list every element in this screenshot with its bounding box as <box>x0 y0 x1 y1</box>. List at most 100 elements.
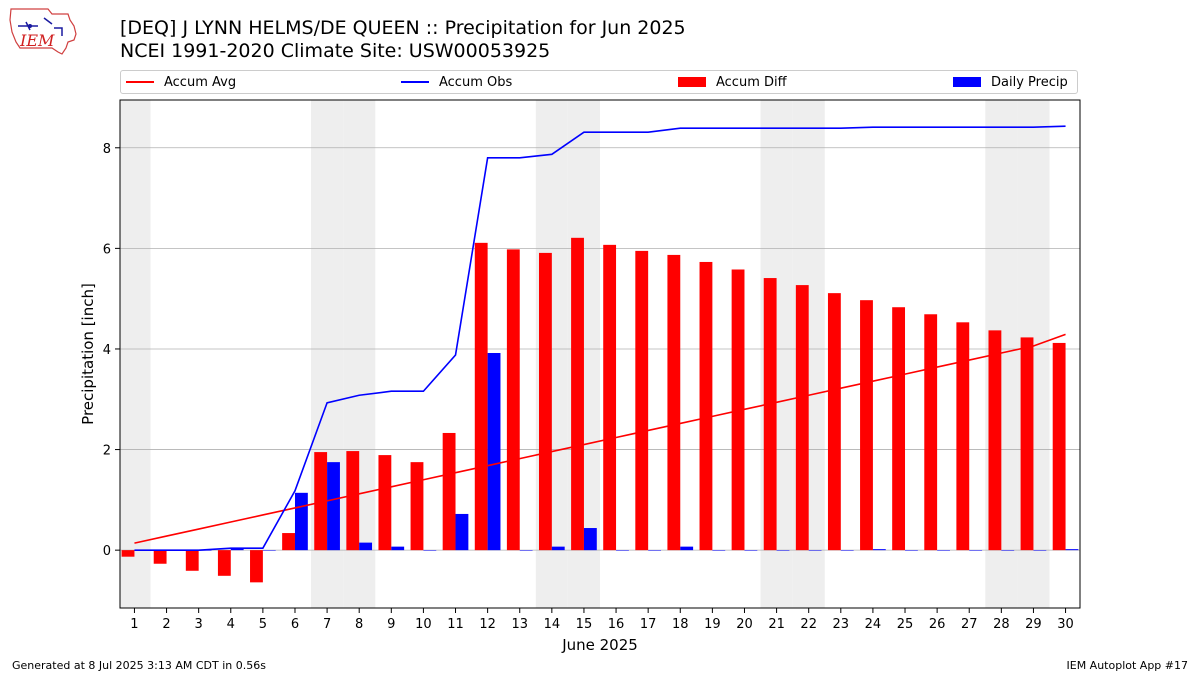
accum-diff-bar <box>603 244 617 551</box>
x-tick-label: 18 <box>672 617 689 632</box>
legend-swatch-accum-obs <box>401 81 429 83</box>
daily-precip-bar <box>872 549 886 551</box>
weekend-shade <box>120 100 151 608</box>
accum-diff-bar <box>892 307 906 551</box>
x-tick-label: 29 <box>1025 617 1042 632</box>
x-tick-label: 5 <box>259 617 267 632</box>
generated-timestamp: Generated at 8 Jul 2025 3:13 AM CDT in 0… <box>12 659 266 672</box>
daily-precip-bar <box>294 492 308 551</box>
daily-precip-bar <box>905 550 918 551</box>
accum-diff-bar <box>1020 337 1034 551</box>
daily-precip-bar <box>230 548 244 551</box>
x-tick-label: 19 <box>704 617 721 632</box>
accum-diff-bar <box>699 261 713 551</box>
chart-subtitle: NCEI 1991-2020 Climate Site: USW00053925 <box>120 40 551 62</box>
legend-label: Accum Avg <box>164 74 237 90</box>
accum-obs-line <box>134 125 1066 551</box>
x-tick-label: 7 <box>323 617 331 632</box>
legend-swatch-accum-diff <box>678 77 706 87</box>
daily-precip-bar <box>969 550 983 551</box>
daily-precip-bar <box>712 550 726 551</box>
daily-precip-bar <box>583 528 597 551</box>
x-tick-label: 28 <box>993 617 1010 632</box>
x-tick-label: 1 <box>130 617 138 632</box>
x-tick-label: 24 <box>865 617 882 632</box>
legend-swatch-daily-precip <box>953 77 981 87</box>
accum-diff-bar <box>731 269 745 551</box>
accum-diff-bar <box>988 330 1002 551</box>
x-tick-label: 23 <box>833 617 850 632</box>
daily-precip-bar <box>744 550 758 551</box>
accum-diff-bar <box>442 432 456 551</box>
y-tick-label: 6 <box>103 242 111 257</box>
daily-precip-bar <box>551 546 565 551</box>
x-tick-label: 22 <box>800 617 817 632</box>
daily-precip-bar <box>680 546 694 551</box>
accum-diff-bar <box>827 293 841 551</box>
legend: Accum Avg Accum Obs Accum Diff Daily Pre… <box>120 70 1078 94</box>
x-tick-label: 17 <box>640 617 657 632</box>
x-tick-label: 30 <box>1057 617 1074 632</box>
x-tick-label: 6 <box>291 617 299 632</box>
plot-area <box>120 100 1080 608</box>
x-tick-label: 27 <box>961 617 978 632</box>
accum-diff-bar <box>795 285 809 551</box>
daily-precip-bar <box>776 550 790 551</box>
accum-diff-bar <box>635 250 649 551</box>
daily-precip-bar <box>1065 549 1079 551</box>
legend-label: Accum Diff <box>716 74 787 90</box>
daily-precip-bar <box>455 513 469 551</box>
chart-title: [DEQ] J LYNN HELMS/DE QUEEN :: Precipita… <box>120 17 686 39</box>
x-tick-label: 15 <box>576 617 593 632</box>
accum-avg-line <box>134 333 1066 544</box>
x-tick-label: 4 <box>227 617 235 632</box>
plot-frame <box>119 99 1081 609</box>
daily-precip-bar <box>423 550 437 551</box>
accum-diff-bar <box>1052 342 1066 551</box>
y-tick-label: 8 <box>103 142 111 157</box>
svg-text:IEM: IEM <box>19 31 55 50</box>
legend-item-accum-diff: Accum Diff <box>678 71 787 93</box>
accum-diff-bar <box>282 533 295 551</box>
daily-precip-bar <box>391 546 405 551</box>
legend-swatch-accum-avg <box>126 81 154 83</box>
legend-item-accum-obs: Accum Obs <box>401 71 512 93</box>
x-tick-label: 21 <box>768 617 785 632</box>
accum-diff-bar <box>250 550 263 583</box>
legend-item-daily-precip: Daily Precip <box>953 71 1068 93</box>
accum-diff-bar <box>474 242 488 551</box>
accum-diff-bar <box>121 550 135 557</box>
x-tick-label: 10 <box>415 617 432 632</box>
legend-label: Daily Precip <box>991 74 1068 90</box>
x-tick-label: 9 <box>387 617 395 632</box>
accum-diff-bar <box>314 452 328 551</box>
x-tick-label: 12 <box>479 617 496 632</box>
x-tick-label: 26 <box>929 617 946 632</box>
accum-diff-bar <box>538 252 552 551</box>
accum-diff-bar <box>378 455 392 551</box>
daily-precip-bar <box>327 462 340 551</box>
accum-diff-bar <box>956 322 970 551</box>
x-tick-label: 13 <box>511 617 528 632</box>
daily-precip-bar <box>359 542 373 551</box>
y-tick-label: 2 <box>103 444 111 459</box>
accum-diff-bar <box>924 314 938 551</box>
app-id: IEM Autoplot App #17 <box>1066 659 1189 672</box>
daily-precip-bar <box>487 352 501 551</box>
accum-diff-bar <box>860 300 873 551</box>
daily-precip-bar <box>519 550 533 551</box>
x-tick-label: 16 <box>608 617 625 632</box>
x-tick-label: 2 <box>162 617 170 632</box>
daily-precip-bar <box>1001 550 1015 551</box>
accum-diff-bar <box>153 550 167 564</box>
x-tick-label: 3 <box>195 617 203 632</box>
daily-precip-bar <box>616 550 629 551</box>
x-tick-label: 8 <box>355 617 363 632</box>
accum-diff-bar <box>571 237 584 551</box>
accum-diff-bar <box>346 451 360 551</box>
legend-label: Accum Obs <box>439 74 513 90</box>
accum-diff-bar <box>410 462 424 551</box>
daily-precip-bar <box>1033 550 1047 551</box>
x-axis-label: June 2025 <box>561 636 638 654</box>
